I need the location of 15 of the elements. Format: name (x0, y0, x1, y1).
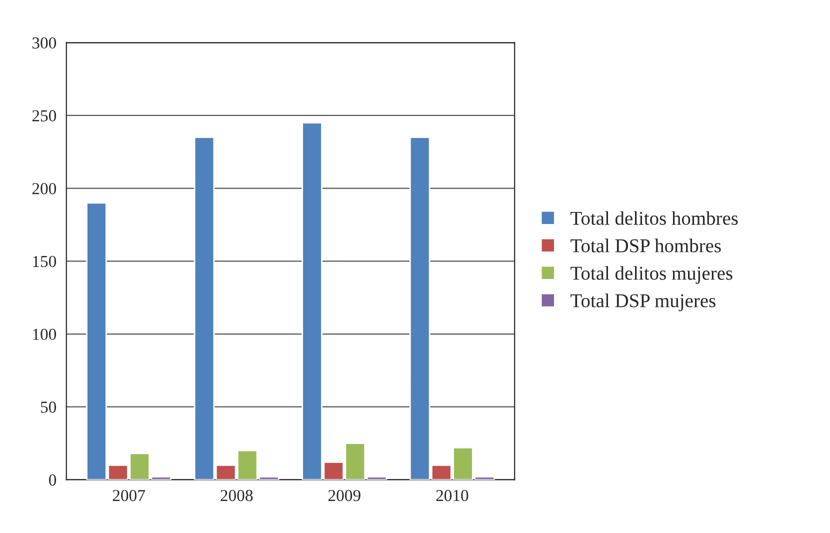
legend-label: Total delitos mujeres (570, 266, 732, 284)
x-tick-label: 2007 (112, 490, 145, 502)
y-tick-label: 300 (32, 37, 56, 49)
y-tick-label: 200 (32, 183, 56, 194)
y-tick-label: 100 (33, 328, 56, 340)
x-tick-label: 2008 (220, 490, 253, 502)
y-tick-label: 250 (32, 110, 56, 122)
legend-label: Total DSP mujeres (570, 294, 716, 312)
legend-label: Total DSP hombres (570, 238, 721, 252)
x-tick-label: 2010 (436, 490, 468, 502)
legend-label: Total delitos hombres (570, 211, 738, 225)
x-tick-label: 2009 (328, 490, 360, 502)
y-tick-label: 0 (48, 474, 56, 486)
y-tick-label: 150 (33, 256, 56, 268)
y-tick-label: 50 (40, 402, 56, 413)
